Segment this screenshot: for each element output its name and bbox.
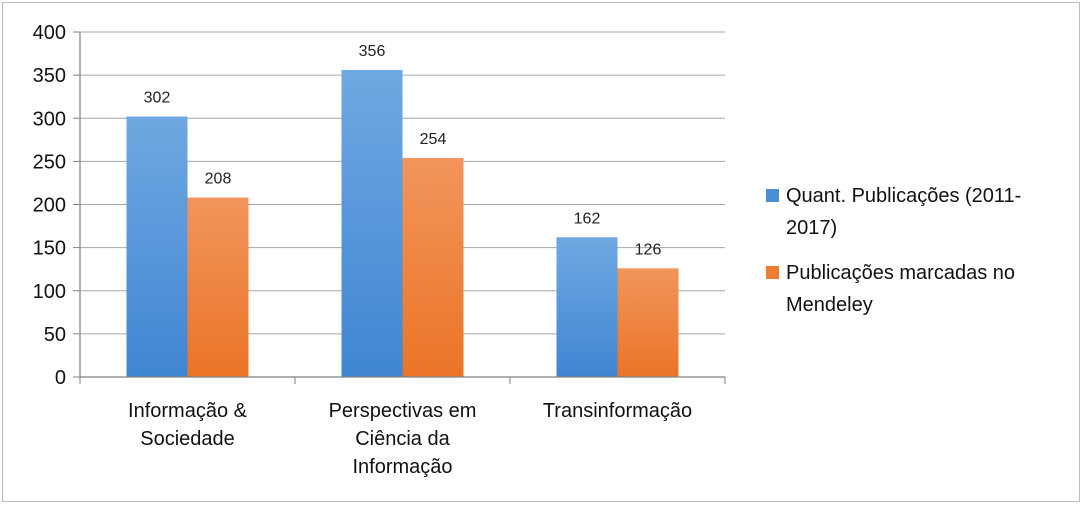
category-label-line: Sociedade: [140, 428, 235, 450]
category-label: Perspectivas em Ciência da Informação: [329, 400, 477, 478]
legend-label: Quant. Publicações (2011- 2017): [786, 185, 1021, 239]
y-tick-label: 200: [33, 195, 66, 217]
data-label: 356: [359, 43, 386, 60]
y-tick-label: 0: [55, 367, 66, 389]
legend-label: Publicações marcadas no Mendeley: [786, 262, 1015, 316]
y-tick-label: 100: [33, 281, 66, 303]
category-label-line: Transinformação: [543, 400, 692, 422]
y-tick-label: 50: [44, 324, 66, 346]
category-label-line: Informação: [352, 456, 452, 478]
bar-series-1: [126, 116, 188, 378]
legend-label-line: Mendeley: [786, 294, 873, 316]
y-tick-label: 350: [33, 65, 66, 87]
legend-swatch-1: [766, 189, 779, 202]
category-label-line: Informação &: [128, 400, 248, 422]
y-tick-label: 150: [33, 238, 66, 260]
legend-label-line: 2017): [786, 217, 837, 239]
legend-label-line: Quant. Publicações (2011-: [786, 185, 1021, 207]
legend-swatch-2: [766, 266, 779, 279]
data-label: 302: [144, 90, 171, 107]
data-label: 208: [205, 171, 232, 188]
data-label: 254: [420, 131, 447, 148]
data-label: 162: [574, 210, 601, 227]
y-tick-label: 400: [33, 22, 66, 44]
bar-series-1: [341, 69, 403, 377]
bar-series-2: [187, 197, 249, 377]
bar-series-2: [402, 157, 464, 377]
bar-series-2: [617, 268, 679, 377]
data-label: 126: [635, 241, 662, 258]
bar-series-1: [556, 237, 618, 377]
legend-label-line: Publicações marcadas no: [786, 262, 1015, 284]
category-label-line: Ciência da: [355, 428, 450, 450]
category-label: Transinformação: [543, 400, 692, 422]
category-label: Informação & Sociedade: [128, 400, 248, 450]
y-tick-label: 250: [33, 151, 66, 173]
category-label-line: Perspectivas em: [329, 400, 477, 422]
y-tick-label: 300: [33, 108, 66, 130]
